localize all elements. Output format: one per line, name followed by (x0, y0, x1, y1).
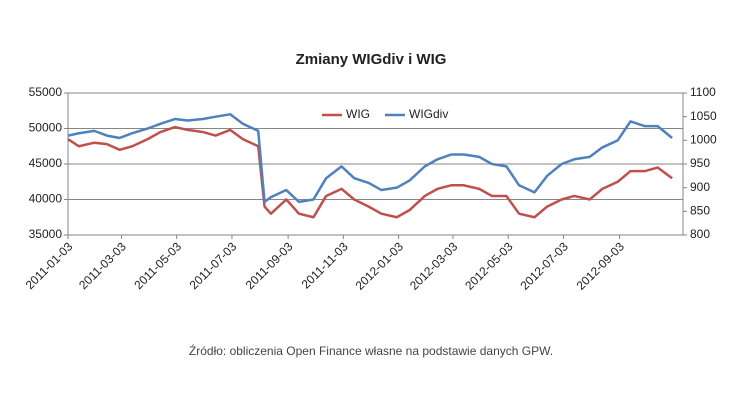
source-note: Źródło: obliczenia Open Finance własne n… (189, 343, 553, 358)
data-line (67, 113, 673, 204)
x-tick-label: 2011-07-03 (187, 239, 240, 292)
x-tick-label: 2012-09-03 (574, 239, 628, 293)
y-tick-label: 55000 (29, 85, 63, 99)
legend-label: WIG (346, 107, 370, 121)
x-tick-label: 2012-07-03 (517, 239, 571, 293)
y2-tick-label: 1100 (690, 85, 716, 99)
y2-tick-label: 850 (690, 204, 710, 218)
y-tick-label: 50000 (29, 121, 63, 135)
data-line (67, 125, 673, 219)
y-tick-label: 45000 (29, 156, 63, 170)
x-tick-label: 2011-09-03 (243, 239, 296, 292)
x-tick-label: 2012-03-03 (407, 239, 461, 293)
chart-title: Zmiany WIGdiv i WIG (296, 51, 447, 68)
x-tick-label: 2012-05-03 (462, 239, 516, 293)
x-tick-label: 2011-11-03 (299, 239, 351, 291)
y2-tick-label: 900 (690, 180, 710, 194)
x-tick-label: 2011-01-03 (23, 239, 76, 292)
x-tick-label: 2011-05-03 (131, 239, 184, 292)
y2-tick-label: 1000 (690, 133, 717, 147)
y-tick-label: 35000 (29, 227, 63, 241)
y2-tick-label: 1050 (690, 109, 717, 123)
y-tick-label: 40000 (29, 192, 63, 206)
y2-tick-label: 950 (690, 156, 710, 170)
x-tick-label: 2011-03-03 (76, 239, 129, 292)
legend-label: WIGdiv (409, 107, 448, 121)
x-tick-label: 2012-01-03 (353, 239, 407, 293)
y2-tick-label: 800 (690, 227, 710, 241)
